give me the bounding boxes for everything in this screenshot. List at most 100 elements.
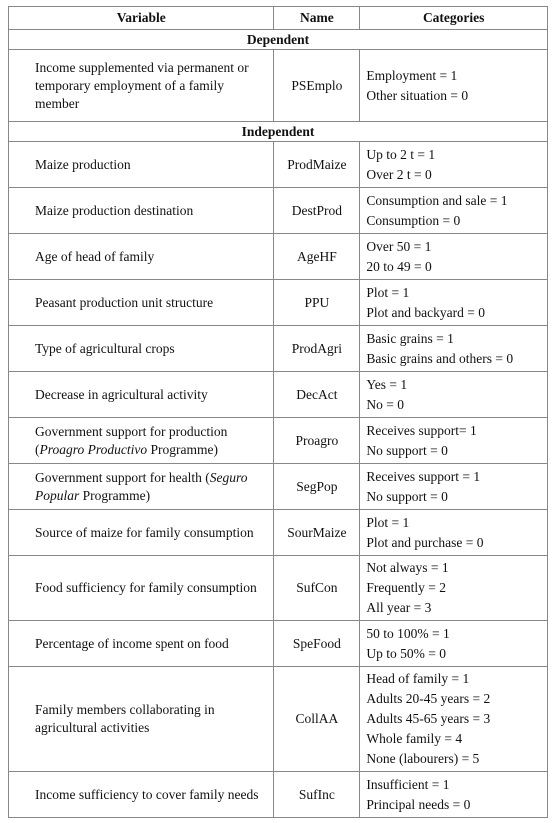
categories-cell: Receives support = 1 No support = 0 — [359, 463, 548, 510]
name-cell: ProdAgri — [273, 325, 361, 372]
variable-text: Source of maize for family consumption — [35, 524, 254, 540]
data-row: Peasant production unit structure PPU Plot… — [7, 279, 548, 326]
variable-text: Programme) — [79, 487, 151, 503]
category: 20 to 49 = 0 — [366, 258, 432, 274]
variable-cell: Government support for health (Seguro Po… — [7, 463, 275, 510]
category: Receives support = 1 — [366, 468, 481, 484]
variable-cell: Family members collaborating in agricult… — [7, 666, 275, 772]
variable-text: Government support for health ( — [35, 469, 210, 485]
name-cell: CollAA — [273, 666, 361, 772]
data-row: Maize production destination DestProd Cons… — [7, 187, 548, 234]
category: None (labourers) = 5 — [366, 751, 480, 766]
variable-cell: Income sufficiency to cover family needs — [7, 771, 275, 818]
name-cell: Proagro — [273, 417, 361, 464]
category: Adults 20-45 years = 2 — [366, 691, 491, 706]
category: Other situation = 0 — [366, 87, 469, 103]
categories-cell: Consumption and sale = 1 Consumption = 0 — [359, 187, 548, 234]
section-title: Independent — [8, 121, 548, 142]
categories-cell: Employment = 1 Other situation = 0 — [359, 49, 548, 122]
category: Whole family = 4 — [366, 731, 463, 746]
variable-text: Peasant production unit structure — [35, 294, 214, 310]
variable-text: Type of agricultural crops — [35, 340, 175, 356]
variable-cell: Food sufficiency for family consumption — [7, 555, 275, 621]
category: Up to 2 t = 1 — [366, 146, 436, 162]
section-row: Independent — [8, 121, 548, 142]
variable-cell: Peasant production unit structure — [7, 279, 275, 326]
data-row: Decrease in agricultural activity DecAct Y… — [7, 371, 548, 418]
category: Plot = 1 — [366, 514, 410, 530]
category: Yes = 1 — [366, 376, 408, 392]
category: Plot = 1 — [366, 284, 410, 300]
variable-text: Income supplemented via permanent or tem… — [35, 59, 253, 111]
header-cell: Name — [273, 6, 361, 30]
category: No = 0 — [366, 396, 404, 412]
category: Principal needs = 0 — [366, 796, 471, 812]
category: No support = 0 — [366, 442, 448, 458]
name-cell: SourMaize — [273, 509, 361, 556]
data-row: Family members collaborating in agricult… — [7, 666, 548, 772]
variable-text: Decrease in agricultural activity — [35, 386, 208, 402]
category: Over 50 = 1 — [366, 238, 432, 254]
variable-cell: Decrease in agricultural activity — [7, 371, 275, 418]
variable-cell: Income supplemented via permanent or tem… — [7, 49, 275, 122]
section-row: Dependent — [8, 29, 548, 50]
name-cell: DestProd — [273, 187, 361, 234]
variable-cell: Age of head of family — [7, 233, 275, 280]
name-cell: SpeFood — [273, 620, 361, 667]
category: Basic grains and others = 0 — [366, 350, 514, 366]
variable-text: Age of head of family — [35, 248, 155, 264]
categories-cell: Up to 2 t = 1 Over 2 t = 0 — [359, 141, 548, 188]
variable-text: Maize production destination — [35, 202, 194, 218]
variable-cell: Percentage of income spent on food — [7, 620, 275, 667]
variable-text: Proagro Productivo — [39, 441, 148, 457]
name-cell: DecAct — [273, 371, 361, 418]
category: Over 2 t = 0 — [366, 166, 432, 182]
categories-cell: Receives support= 1 No support = 0 — [359, 417, 548, 464]
category: Basic grains = 1 — [366, 330, 454, 346]
category: Consumption = 0 — [366, 212, 461, 228]
name-cell: SufInc — [273, 771, 361, 818]
variable-text: Percentage of income spent on food — [35, 635, 229, 651]
variable-text: Programme) — [147, 441, 218, 457]
variable-text: Government support for production ( — [35, 423, 231, 457]
category: Receives support= 1 — [366, 422, 477, 438]
categories-cell: Basic grains = 1 Basic grains and others … — [359, 325, 548, 372]
categories-cell: Plot = 1 Plot and backyard = 0 — [359, 279, 548, 326]
name-cell: AgeHF — [273, 233, 361, 280]
category: Plot and backyard = 0 — [366, 304, 485, 320]
data-row: Maize production ProdMaize Up to 2 t = 1 Ov… — [7, 141, 548, 188]
categories-cell: Plot = 1 Plot and purchase = 0 — [359, 509, 548, 556]
variable-text: Food sufficiency for family consumption — [35, 580, 257, 595]
data-row: Government support for health (Seguro Po… — [7, 463, 548, 510]
data-row: Age of head of family AgeHF Over 50 = 1 20 … — [7, 233, 548, 280]
categories-cell: Yes = 1 No = 0 — [359, 371, 548, 418]
category: Up to 50% = 0 — [366, 645, 446, 661]
data-row: Type of agricultural crops ProdAgri Basic … — [7, 325, 548, 372]
name-cell: PSEmplo — [273, 49, 361, 122]
variable-cell: Source of maize for family consumption — [7, 509, 275, 556]
categories-cell: Not always = 1 Frequently = 2 All year = 3 — [359, 555, 548, 621]
data-row: Food sufficiency for family consumption S… — [7, 555, 548, 621]
variable-text: Maize production — [35, 156, 131, 172]
category: Not always = 1 — [366, 560, 449, 575]
data-row: Government support for production (Proag… — [7, 417, 548, 464]
name-cell: SufCon — [273, 555, 361, 621]
section-title: Dependent — [8, 29, 548, 50]
categories-cell: Over 50 = 1 20 to 49 = 0 — [359, 233, 548, 280]
header-cell: Variable — [7, 6, 275, 30]
name-cell: ProdMaize — [273, 141, 361, 188]
category: Frequently = 2 — [366, 580, 446, 595]
category: Consumption and sale = 1 — [366, 192, 508, 208]
header-cell: Categories — [359, 6, 548, 30]
variable-cell: Type of agricultural crops — [7, 325, 275, 372]
category: Adults 45-65 years = 3 — [366, 711, 491, 726]
variables-table: Variable Name Categories Dependent Income… — [7, 6, 548, 818]
categories-cell: 50 to 100% = 1 Up to 50% = 0 — [359, 620, 548, 667]
data-row: Income sufficiency to cover family needs… — [7, 771, 548, 818]
variable-text: Income sufficiency to cover family needs — [35, 786, 259, 802]
categories-cell: Insufficient = 1 Principal needs = 0 — [359, 771, 548, 818]
name-cell: PPU — [273, 279, 361, 326]
variable-cell: Government support for production (Proag… — [7, 417, 275, 464]
category: All year = 3 — [366, 600, 432, 615]
